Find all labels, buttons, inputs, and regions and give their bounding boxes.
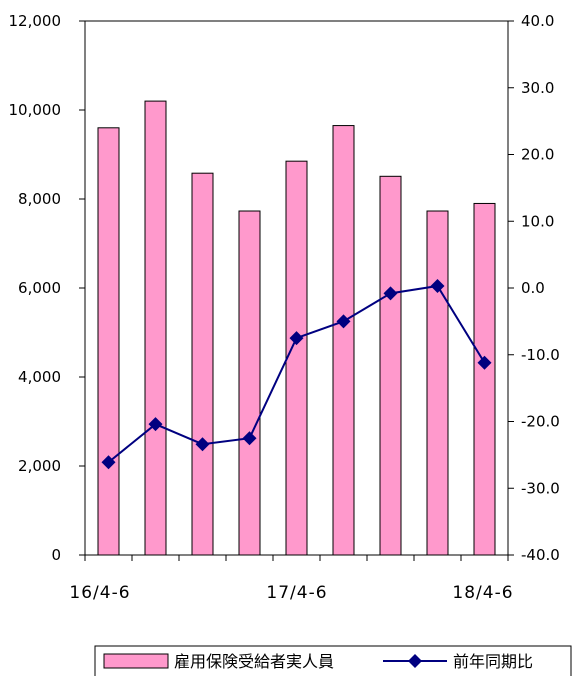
bar	[332, 125, 355, 556]
bar	[426, 210, 449, 556]
x-tick-label: 17/4-6	[266, 583, 327, 603]
x-tick-label: 18/4-6	[452, 583, 513, 603]
right-y-tick-label: -40.0	[521, 546, 560, 564]
legend-line-label: 前年同期比	[453, 652, 533, 671]
bar	[473, 202, 496, 556]
line-marker	[383, 286, 398, 301]
legend-bar-label: 雇用保険受給者実人員	[174, 652, 334, 671]
bar	[97, 127, 120, 556]
bar	[144, 100, 167, 556]
legend-bar-swatch	[103, 653, 169, 669]
line-marker	[242, 431, 257, 446]
right-y-tick-label: -30.0	[521, 479, 560, 497]
x-tick-label: 16/4-6	[69, 583, 130, 603]
left-y-tick-label: 6,000	[18, 279, 61, 297]
bar	[191, 172, 214, 556]
left-y-tick-label: 10,000	[9, 101, 62, 119]
left-y-tick-label: 0	[51, 546, 61, 564]
left-y-tick-label: 4,000	[18, 368, 61, 386]
right-y-tick-label: 10.0	[521, 212, 554, 230]
line-marker	[430, 278, 445, 293]
right-y-axis: -40.0 -30.0 -20.0 -10.0 0.0 10.0 20.0 30.0 40.0	[508, 12, 560, 564]
left-y-axis: 0 2,000 4,000 6,000 8,000 10,000 12,000	[9, 12, 85, 564]
bar	[379, 175, 402, 556]
left-y-tick-label: 12,000	[9, 12, 62, 30]
right-y-tick-label: -10.0	[521, 346, 560, 364]
bar	[238, 210, 261, 556]
line-marker	[477, 355, 492, 370]
left-y-tick-label: 2,000	[18, 457, 61, 475]
legend-line-marker	[408, 654, 422, 668]
right-y-tick-label: -20.0	[521, 413, 560, 431]
right-y-tick-label: 20.0	[521, 146, 554, 164]
right-y-tick-label: 0.0	[521, 279, 545, 297]
right-y-tick-label: 40.0	[521, 12, 554, 30]
line-marker	[101, 455, 116, 470]
line-marker	[289, 331, 304, 346]
legend: 雇用保険受給者実人員 前年同期比	[94, 645, 572, 676]
line-marker	[336, 314, 351, 329]
line-marker	[148, 417, 163, 432]
left-y-tick-label: 8,000	[18, 190, 61, 208]
right-y-tick-label: 30.0	[521, 79, 554, 97]
x-axis: 16/4-6 17/4-6 18/4-6	[69, 555, 513, 603]
line-marker	[195, 437, 210, 452]
plot-area	[84, 20, 509, 556]
legend-frame	[94, 645, 572, 676]
bar	[285, 160, 308, 556]
